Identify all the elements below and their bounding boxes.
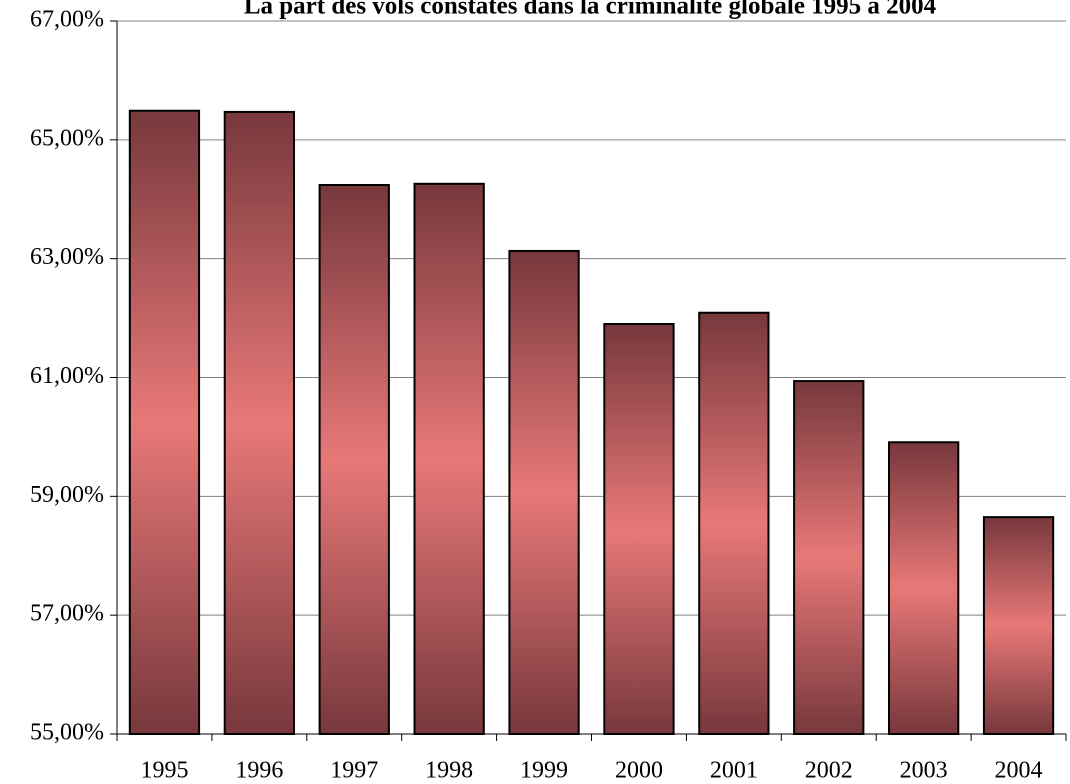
x-tick-label: 2002 — [805, 758, 853, 784]
y-tick-label: 55,00% — [30, 720, 104, 746]
bar — [888, 441, 960, 735]
y-tick-label: 59,00% — [30, 482, 104, 508]
x-tick-label: 1996 — [235, 758, 283, 784]
x-tick-label: 1995 — [140, 758, 188, 784]
bar — [128, 109, 201, 735]
x-tick-label: 1998 — [425, 758, 473, 784]
y-tick-label: 65,00% — [30, 125, 104, 151]
y-tick-label: 67,00% — [30, 7, 104, 33]
x-tick-label: 2000 — [615, 758, 663, 784]
bar — [223, 110, 295, 736]
x-tick-label: 2004 — [995, 758, 1043, 784]
bar — [318, 183, 390, 736]
bar — [413, 182, 485, 735]
y-tick-label: 57,00% — [30, 601, 104, 627]
x-tick-label: 2003 — [900, 758, 948, 784]
y-tick-label: 63,00% — [30, 244, 104, 270]
bar — [793, 380, 865, 735]
y-tick-label: 61,00% — [30, 363, 104, 389]
chart-title: La part des vols constatés dans la crimi… — [244, 0, 937, 20]
x-tick-label: 2001 — [710, 758, 758, 784]
bar — [982, 516, 1055, 735]
x-tick-label: 1999 — [520, 758, 568, 784]
bar — [698, 311, 770, 735]
bar — [508, 249, 580, 735]
bar — [603, 323, 675, 735]
x-tick-label: 1997 — [330, 758, 378, 784]
